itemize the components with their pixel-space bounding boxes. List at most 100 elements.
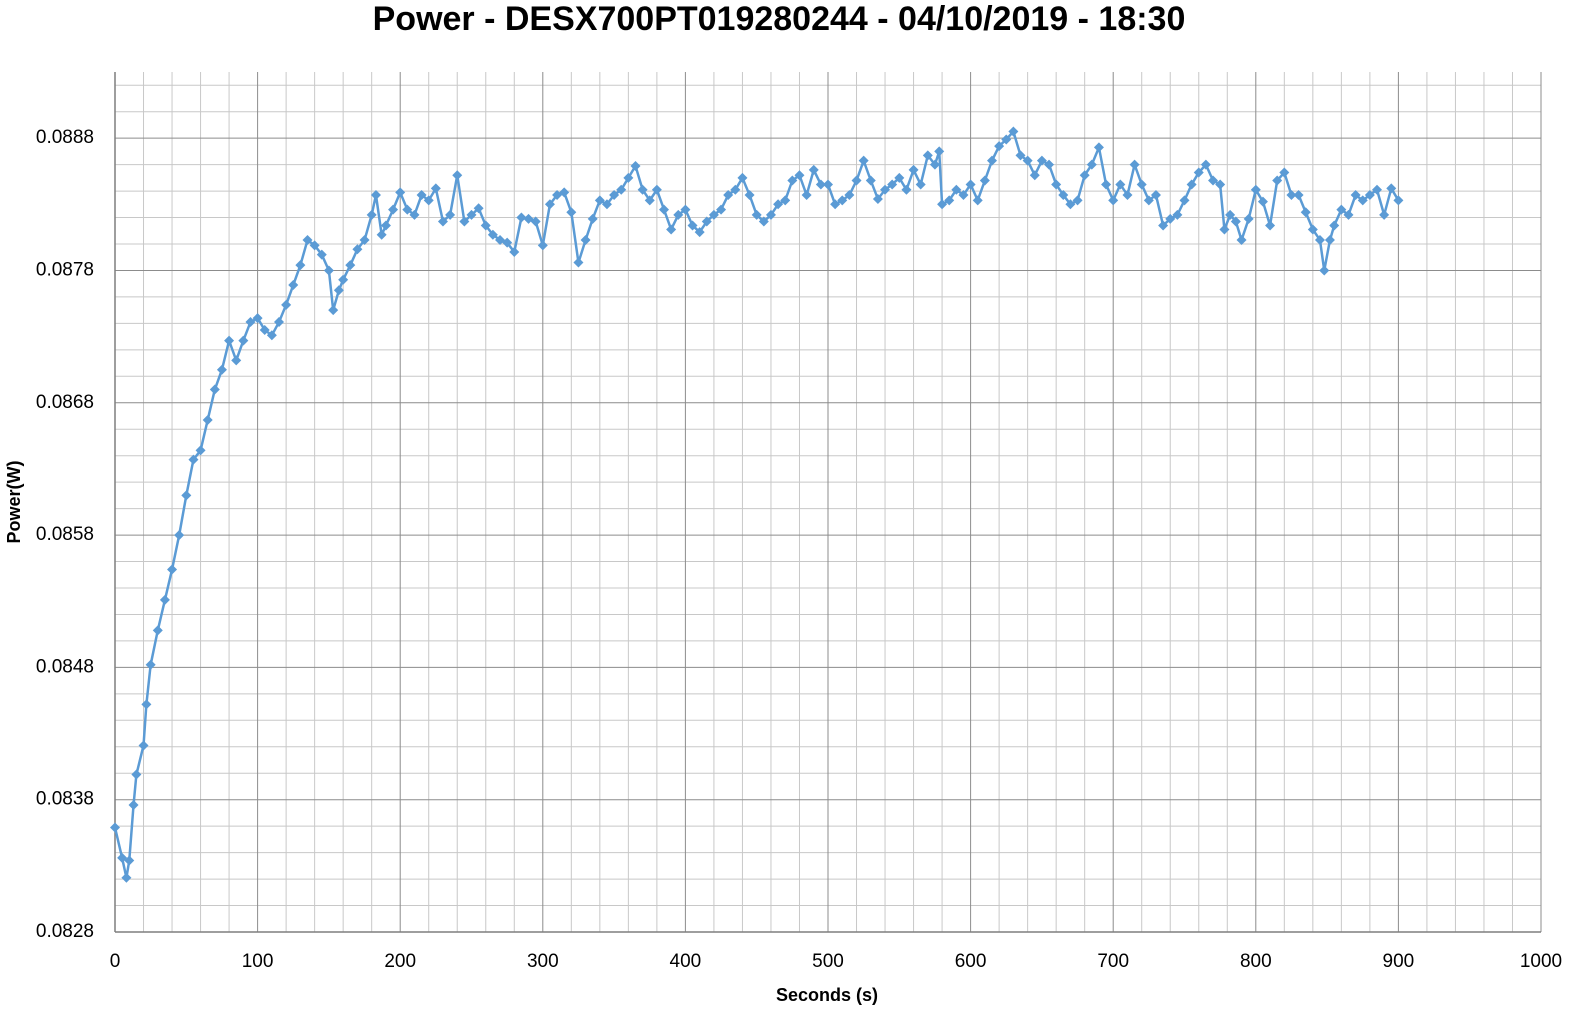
data-point <box>751 209 762 220</box>
data-point <box>844 190 855 201</box>
data-point <box>701 216 712 227</box>
data-point <box>880 184 891 195</box>
data-point <box>259 325 270 335</box>
data-point <box>666 224 677 235</box>
data-point <box>1179 195 1190 206</box>
x-tick-label: 200 <box>384 951 416 972</box>
data-point <box>780 195 791 206</box>
data-point <box>430 183 441 194</box>
data-point <box>1015 150 1026 161</box>
data-point <box>252 313 263 324</box>
y-tick-label: 0.0828 <box>36 921 94 942</box>
data-point <box>616 184 627 195</box>
data-point <box>1186 179 1197 190</box>
x-tick-label: 600 <box>955 951 987 972</box>
data-point <box>359 235 370 246</box>
data-point <box>1250 184 1261 195</box>
data-point <box>416 190 427 201</box>
data-point <box>865 175 876 186</box>
data-point <box>823 179 833 190</box>
data-point <box>1036 155 1047 166</box>
x-tick-label: 500 <box>812 951 844 972</box>
data-point <box>1136 179 1147 190</box>
x-tick-label: 100 <box>242 951 274 972</box>
data-point <box>437 216 448 227</box>
y-tick-label: 0.0868 <box>36 392 94 413</box>
data-point <box>1172 209 1183 220</box>
data-point <box>587 213 598 224</box>
data-point <box>1230 216 1241 227</box>
data-point <box>1307 224 1318 235</box>
data-point <box>1022 155 1033 166</box>
data-point <box>680 204 691 215</box>
data-point <box>1257 196 1268 207</box>
data-point <box>487 229 498 240</box>
data-point <box>659 204 670 215</box>
data-point <box>195 445 206 456</box>
data-point <box>1319 265 1330 276</box>
data-point <box>744 190 755 201</box>
data-point <box>1215 179 1226 190</box>
data-point <box>851 175 862 186</box>
data-point <box>858 155 869 166</box>
data-point <box>934 146 945 157</box>
data-point <box>209 384 220 395</box>
data-point <box>376 229 387 240</box>
data-point <box>345 260 356 271</box>
data-point <box>1293 190 1304 201</box>
data-point <box>1357 195 1368 206</box>
data-point <box>609 190 620 201</box>
data-point <box>1336 204 1347 215</box>
data-point <box>808 164 819 175</box>
data-point <box>1208 175 1219 186</box>
data-point <box>1314 235 1325 246</box>
data-point <box>459 216 470 227</box>
data-point <box>901 184 912 195</box>
data-point <box>1393 195 1404 206</box>
data-point <box>723 190 734 201</box>
data-point <box>944 195 955 206</box>
data-point <box>1158 220 1169 231</box>
data-point <box>273 317 284 328</box>
data-point <box>1286 190 1297 201</box>
data-point <box>651 184 662 195</box>
data-point <box>929 159 940 170</box>
data-point <box>972 195 983 206</box>
data-point <box>1079 170 1090 181</box>
data-point <box>1272 175 1283 186</box>
data-point <box>288 280 299 291</box>
data-point <box>1200 159 1211 170</box>
data-point <box>1165 213 1176 224</box>
data-point <box>958 190 969 201</box>
data-point <box>110 822 120 833</box>
data-point <box>1219 224 1230 235</box>
data-point <box>302 235 313 246</box>
grid: 0.0828 0.0838 0.0848 0.0858 0.0868 0.0878 0.08… <box>36 72 1562 972</box>
data-point <box>281 299 292 310</box>
data-point <box>922 150 933 161</box>
data-point <box>333 285 344 296</box>
y-tick-label: 0.0888 <box>36 127 94 148</box>
data-point <box>1115 179 1126 190</box>
chart-title: Power - DESX700PT019280244 - 04/10/2019 … <box>373 0 1186 38</box>
data-point <box>1193 167 1204 178</box>
data-point <box>951 184 962 195</box>
data-point <box>708 209 719 220</box>
data-point <box>238 335 249 346</box>
data-point <box>801 190 812 201</box>
data-point <box>452 170 463 181</box>
x-tick-label: 800 <box>1240 951 1272 972</box>
x-tick-label: 700 <box>1097 951 1129 972</box>
data-point <box>694 227 705 238</box>
data-point <box>737 172 748 183</box>
data-point <box>1072 195 1083 206</box>
data-point <box>509 246 520 257</box>
data-point <box>370 190 381 201</box>
data-point <box>637 184 648 195</box>
data-point <box>979 175 990 186</box>
data-point <box>994 141 1005 152</box>
data-point <box>138 740 149 751</box>
data-point <box>986 155 997 166</box>
data-point <box>224 335 235 346</box>
